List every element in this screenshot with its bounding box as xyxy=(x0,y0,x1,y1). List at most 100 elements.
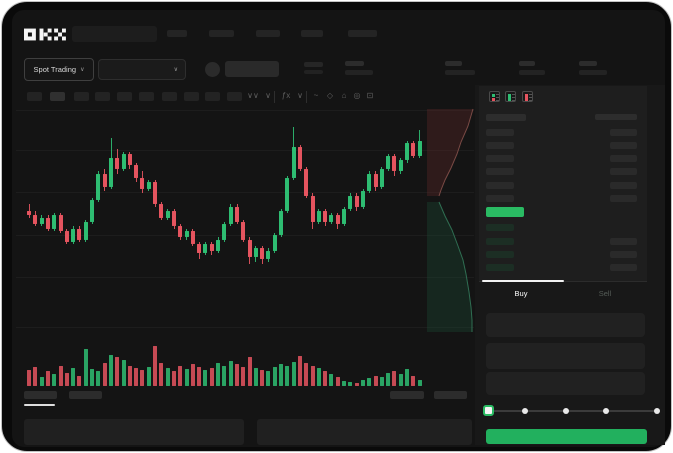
timeframe-button-placeholder[interactable] xyxy=(27,92,42,101)
market-type-selector[interactable]: Spot Trading ∨ xyxy=(24,58,94,81)
nav-item-placeholder[interactable] xyxy=(167,30,187,37)
timeframe-button-placeholder[interactable] xyxy=(205,92,220,101)
toolbar-divider xyxy=(306,91,307,103)
volume-bar xyxy=(134,368,139,386)
bid-row-amount-placeholder xyxy=(610,238,637,245)
candle-body xyxy=(279,211,283,236)
volume-bar xyxy=(360,379,365,386)
price-change-placeholder xyxy=(304,70,323,74)
book-view-bids-icon[interactable] xyxy=(505,91,516,102)
tab-sell[interactable]: Sell xyxy=(598,289,612,298)
candle-body xyxy=(190,230,195,244)
candle-body xyxy=(373,173,378,187)
timeframe-button-placeholder[interactable] xyxy=(50,92,65,101)
ask-row-amount-placeholder xyxy=(610,182,637,189)
order-form-field[interactable] xyxy=(486,372,645,395)
ask-row-price-placeholder[interactable] xyxy=(486,195,514,202)
bid-row-price-placeholder[interactable] xyxy=(486,264,514,271)
volume-bar xyxy=(171,371,176,386)
pair-dropdown[interactable]: ∨ xyxy=(98,59,186,80)
candle-body xyxy=(360,191,365,207)
candle-body xyxy=(127,153,132,165)
candle-body xyxy=(115,158,120,170)
camera-icon[interactable]: ⌂ xyxy=(341,91,347,100)
ask-row-amount-placeholder xyxy=(610,129,637,136)
chevron-down-icon[interactable]: ∨ xyxy=(265,91,271,100)
order-form-field[interactable] xyxy=(486,343,645,369)
ask-row-price-placeholder[interactable] xyxy=(486,142,514,149)
timeframe-button-placeholder[interactable] xyxy=(227,92,242,101)
nav-item-placeholder[interactable] xyxy=(209,30,234,37)
candle-body xyxy=(134,164,139,178)
candle-body xyxy=(266,250,271,260)
book-view-both-icon[interactable] xyxy=(489,91,500,102)
ask-row-price-placeholder[interactable] xyxy=(486,155,514,162)
volume-bar xyxy=(247,357,252,386)
candle-wick xyxy=(28,204,30,218)
volume-bar xyxy=(291,361,296,386)
volume-bar xyxy=(253,368,258,386)
icon-mark xyxy=(492,94,495,97)
search-input[interactable] xyxy=(72,26,157,42)
nav-item-placeholder[interactable] xyxy=(348,30,377,37)
candle-body xyxy=(96,173,101,200)
timeframe-button-placeholder[interactable] xyxy=(184,92,199,101)
timeframe-button-placeholder[interactable] xyxy=(74,92,89,101)
ask-row-price-placeholder[interactable] xyxy=(486,129,514,136)
candle-body xyxy=(71,228,76,242)
chevron-down-icon[interactable]: ∨ xyxy=(297,91,303,100)
candle-body xyxy=(417,140,422,156)
volume-bar xyxy=(241,367,246,386)
nav-item-placeholder[interactable] xyxy=(301,30,323,37)
volume-bar xyxy=(184,369,189,386)
volume-bar xyxy=(197,367,202,386)
amount-slider-handle[interactable] xyxy=(483,405,494,416)
bottom-action-placeholder[interactable] xyxy=(390,391,424,399)
line-tool-icon[interactable]: ~ xyxy=(313,91,319,100)
slider-step-dot[interactable] xyxy=(654,408,660,414)
timeframe-button-placeholder[interactable] xyxy=(162,92,177,101)
bid-row-price-placeholder[interactable] xyxy=(486,224,514,231)
order-form-field[interactable] xyxy=(486,313,645,337)
fullscreen-icon[interactable]: ⊡ xyxy=(366,91,374,100)
bottom-action-placeholder[interactable] xyxy=(434,391,467,399)
volume-bar xyxy=(33,367,38,386)
nav-item-placeholder[interactable] xyxy=(256,30,280,37)
submit-order-button[interactable] xyxy=(486,429,647,444)
slider-step-dot[interactable] xyxy=(522,408,528,414)
candle-body xyxy=(165,211,170,218)
bottom-tab-placeholder[interactable] xyxy=(69,391,102,399)
ask-row-price-placeholder[interactable] xyxy=(486,168,514,175)
gridline xyxy=(16,327,474,328)
bottom-tab-placeholder[interactable] xyxy=(24,391,57,399)
ticker-stat-value-placeholder xyxy=(445,70,475,75)
volume-bar xyxy=(90,369,94,386)
amount-slider-track[interactable] xyxy=(486,410,658,412)
bid-row-price-placeholder[interactable] xyxy=(486,238,514,245)
volume-bar xyxy=(58,365,63,386)
market-type-label: Spot Trading xyxy=(33,65,77,74)
slider-step-dot[interactable] xyxy=(563,408,569,414)
ask-row-amount-placeholder xyxy=(610,142,637,149)
compare-icon[interactable]: ◇ xyxy=(326,91,334,100)
candle-type-icon[interactable]: ∨∨ xyxy=(247,91,259,100)
ticker-stat-value-placeholder xyxy=(345,70,373,75)
timeframe-button-placeholder[interactable] xyxy=(95,92,110,101)
chevron-down-icon: ∨ xyxy=(173,67,178,73)
candle-body xyxy=(90,200,94,222)
ask-row-price-placeholder[interactable] xyxy=(486,182,514,189)
timeframe-button-placeholder[interactable] xyxy=(139,92,154,101)
timeframe-button-placeholder[interactable] xyxy=(117,92,132,101)
volume-bar xyxy=(367,377,372,386)
okx-logo[interactable] xyxy=(24,28,66,41)
tab-buy[interactable]: Buy xyxy=(514,289,528,298)
indicators-icon[interactable]: ƒx xyxy=(281,91,291,100)
candle-body xyxy=(379,169,384,187)
volume-bar xyxy=(121,359,126,386)
settings-icon[interactable]: ◎ xyxy=(353,91,361,100)
gridline xyxy=(16,192,474,193)
icon-mark xyxy=(529,100,532,101)
bid-row-price-placeholder[interactable] xyxy=(486,251,514,258)
slider-step-dot[interactable] xyxy=(603,408,609,414)
book-view-asks-icon[interactable] xyxy=(522,91,533,102)
